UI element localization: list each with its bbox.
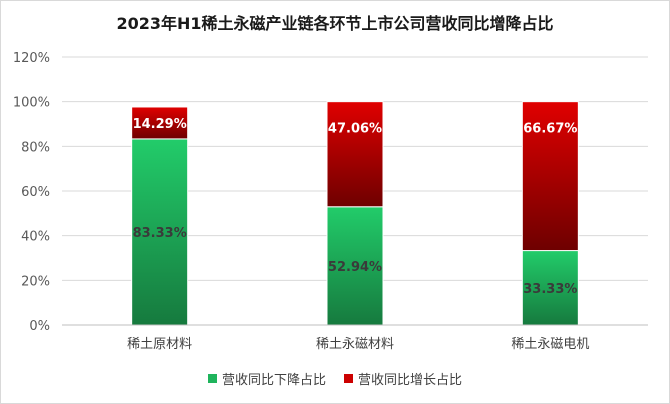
legend: 营收同比下降占比 营收同比增长占比 bbox=[0, 369, 670, 388]
legend-label-growth: 营收同比增长占比 bbox=[358, 373, 463, 388]
legend-item-decline: 营收同比下降占比 bbox=[207, 369, 326, 388]
y-tick-label: 80% bbox=[21, 140, 50, 155]
bar-segment bbox=[131, 106, 189, 140]
legend-swatch-decline bbox=[207, 374, 217, 383]
y-tick-label: 20% bbox=[21, 274, 50, 289]
x-tick-label: 稀土永磁材料 bbox=[316, 337, 394, 352]
bar-segment bbox=[326, 206, 384, 326]
legend-label-decline: 营收同比下降占比 bbox=[221, 373, 326, 388]
x-axis: 稀土原材料 稀土永磁材料 稀土永磁电机 bbox=[62, 324, 648, 352]
y-tick-label: 60% bbox=[21, 185, 50, 200]
y-tick-label: 0% bbox=[29, 319, 50, 334]
x-tick-label: 稀土原材料 bbox=[127, 337, 192, 352]
y-tick-label: 120% bbox=[13, 51, 50, 66]
legend-swatch-growth bbox=[344, 374, 353, 383]
bars: 83.33% 14.29% 52.94% 47.06% 33.33% 66.67% bbox=[131, 101, 579, 326]
chart-title: 2023年H1稀土永磁产业链各环节上市公司营收同比增降占比 bbox=[116, 14, 554, 33]
data-label: 52.94% bbox=[328, 260, 382, 275]
bar-segment bbox=[131, 138, 189, 326]
data-label: 47.06% bbox=[328, 122, 382, 137]
data-label: 33.33% bbox=[523, 282, 577, 297]
data-label: 83.33% bbox=[133, 226, 187, 241]
y-tick-label: 40% bbox=[21, 230, 50, 245]
bar-segment bbox=[326, 101, 384, 208]
y-axis: 0% 20% 40% 60% 80% 100% 120% bbox=[13, 51, 50, 334]
data-label: 14.29% bbox=[133, 117, 187, 132]
legend-item-growth: 营收同比增长占比 bbox=[344, 369, 462, 388]
y-tick-label: 100% bbox=[13, 96, 50, 111]
data-label: 66.67% bbox=[523, 122, 577, 137]
x-tick-label: 稀土永磁电机 bbox=[511, 337, 589, 352]
bar-segment bbox=[521, 101, 579, 252]
